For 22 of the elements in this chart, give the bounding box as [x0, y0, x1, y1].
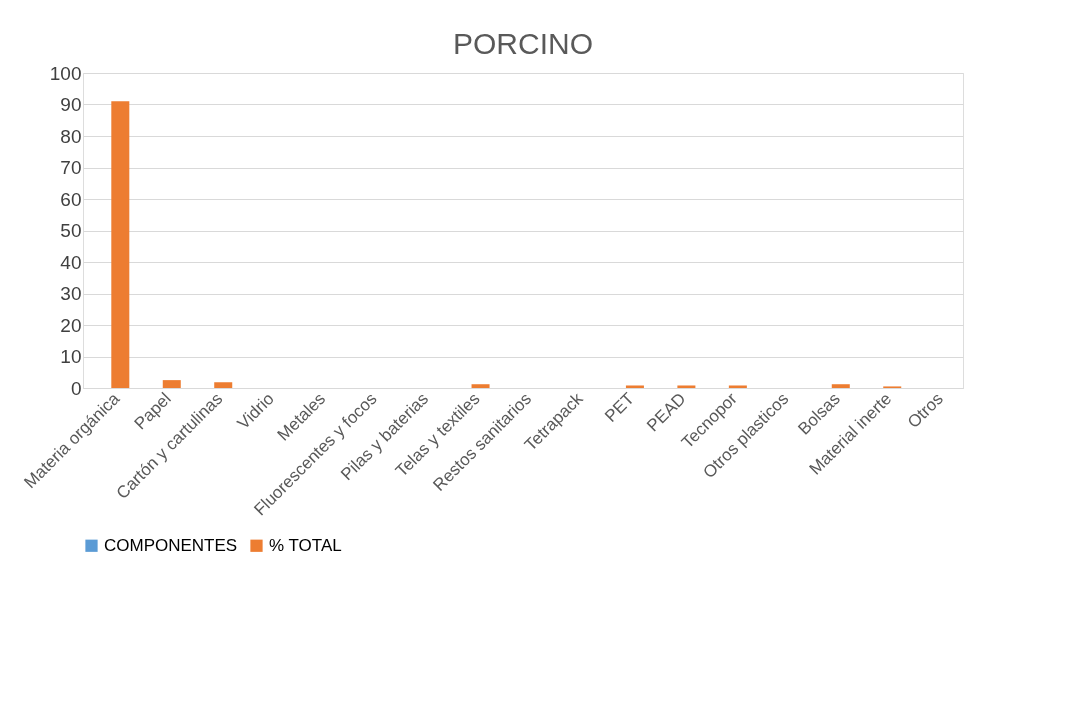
bar	[214, 382, 233, 388]
y-tick-label: 30	[60, 283, 82, 304]
y-tick-label: 60	[60, 188, 82, 210]
bar	[162, 380, 181, 388]
legend-label: % TOTAL	[269, 535, 342, 555]
y-tick-label: 70	[60, 157, 82, 178]
y-tick-label: 10	[60, 346, 82, 367]
y-tick-label: 100	[49, 62, 82, 84]
y-tick-label: 50	[60, 220, 82, 241]
bar	[677, 385, 696, 388]
bar	[111, 101, 130, 388]
bar	[728, 385, 747, 388]
bar	[471, 384, 490, 388]
y-tick-label: 80	[60, 125, 82, 147]
y-tick-label: 90	[60, 94, 82, 115]
chart-title: PORCINO	[452, 27, 594, 60]
bar	[831, 384, 850, 388]
y-tick-label: 40	[60, 251, 82, 273]
legend-label: COMPONENTES	[104, 535, 238, 555]
bar	[625, 385, 644, 388]
y-tick-label: 0	[70, 377, 82, 399]
y-tick-label: 20	[60, 314, 82, 336]
